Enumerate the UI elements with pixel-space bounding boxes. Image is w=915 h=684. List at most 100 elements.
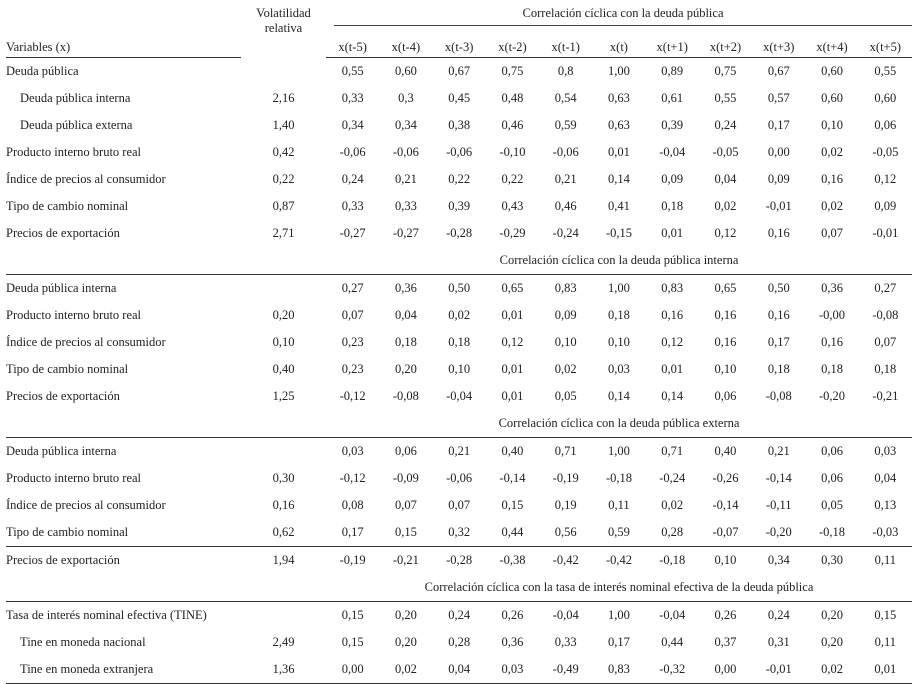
correlation-cell: 0,33 bbox=[554, 635, 577, 649]
row-label: Índice de precios al consumidor bbox=[6, 172, 166, 186]
correlation-cell: -0,06 bbox=[446, 471, 473, 485]
correlation-cell: 0,09 bbox=[874, 199, 897, 213]
correlation-cell: 0,02 bbox=[554, 362, 577, 376]
row-label: Precios de exportación bbox=[6, 389, 120, 403]
correlation-cell: 0,00 bbox=[326, 656, 380, 684]
table-row: Deuda pública externa 1,40 0,34 0,34 0,38 0,4… bbox=[6, 112, 912, 139]
row-label: Deuda pública bbox=[6, 64, 79, 78]
correlation-cell: 0,04 bbox=[432, 656, 486, 684]
row-label: Índice de precios al consumidor bbox=[6, 335, 166, 349]
correlation-cell: 0,12 bbox=[661, 335, 684, 349]
correlation-cell: 0,27 bbox=[326, 274, 380, 302]
correlation-cell: 0,55 bbox=[874, 64, 897, 78]
correlation-cell: 0,06 bbox=[714, 389, 737, 403]
group-header-title: Correlación cíclica con la deuda pública bbox=[334, 6, 913, 26]
correlation-cell: 0,15 bbox=[341, 635, 364, 649]
correlation-cell: 0,12 bbox=[501, 335, 524, 349]
lag-header: x(t+4) bbox=[805, 36, 859, 58]
table-row: Producto interno bruto real 0,42 -0,06 -0,0… bbox=[6, 139, 912, 166]
correlation-cell: 0,09 bbox=[554, 308, 577, 322]
correlation-cell: 0,63 bbox=[608, 91, 630, 105]
row-volatility: 0,42 bbox=[272, 145, 295, 159]
table-row: Índice de precios al consumidor 0,22 0,24 0… bbox=[6, 166, 912, 193]
correlation-cell: 0,01 bbox=[501, 362, 524, 376]
correlation-cell: 0,43 bbox=[501, 199, 524, 213]
correlation-cell: 0,21 bbox=[752, 437, 806, 465]
table-row: Precios de exportación 2,71 -0,27 -0,27 -0,2… bbox=[6, 220, 912, 247]
table-row: Producto interno bruto real 0,30 -0,12 -0,0… bbox=[6, 465, 912, 492]
row-volatility: 1,25 bbox=[272, 389, 295, 403]
correlation-cell: -0,01 bbox=[765, 199, 792, 213]
volatility-header-line2: relativa bbox=[264, 21, 303, 35]
correlation-cell: 0,61 bbox=[661, 91, 684, 105]
correlation-cell: 0,8 bbox=[557, 64, 574, 78]
correlation-cell: -0,14 bbox=[712, 498, 739, 512]
correlation-cell: 0,59 bbox=[608, 525, 630, 539]
correlation-cell: 0,75 bbox=[501, 64, 524, 78]
correlation-cell: 0,71 bbox=[539, 437, 593, 465]
correlation-cell: -0,04 bbox=[446, 389, 473, 403]
correlation-cell: -0,03 bbox=[872, 525, 899, 539]
correlation-cell: 0,30 bbox=[805, 546, 859, 574]
row-volatility: 2,71 bbox=[272, 226, 295, 240]
lag-header: x(t-5) bbox=[326, 36, 380, 58]
correlation-cell: 0,36 bbox=[379, 274, 433, 302]
row-volatility: 0,16 bbox=[272, 498, 295, 512]
row-label: Precios de exportación bbox=[6, 546, 241, 574]
correlation-cell: 0,36 bbox=[501, 635, 524, 649]
row-label: Deuda pública externa bbox=[20, 118, 133, 132]
correlation-cell: 0,60 bbox=[821, 64, 843, 78]
correlation-cell: 0,04 bbox=[394, 308, 417, 322]
correlation-cell: -0,08 bbox=[872, 308, 899, 322]
header-row-top: Volatilidad relativa Correlación cíclica… bbox=[6, 4, 913, 36]
correlation-cell: -0,29 bbox=[499, 226, 526, 240]
correlation-cell: 0,01 bbox=[858, 656, 913, 684]
correlation-cell: 1,00 bbox=[608, 64, 630, 78]
correlation-cell: 0,21 bbox=[394, 172, 417, 186]
correlation-cell: 0,32 bbox=[448, 525, 471, 539]
correlation-cell: -0,04 bbox=[659, 145, 686, 159]
correlation-cell: 0,50 bbox=[432, 274, 486, 302]
correlation-cell: 0,18 bbox=[448, 335, 471, 349]
lag-header: x(t) bbox=[592, 36, 646, 58]
correlation-cell: -0,49 bbox=[539, 656, 593, 684]
correlation-cell: 0,10 bbox=[448, 362, 471, 376]
table-body: Deuda pública 0,55 0,60 0,67 0,75 0,8 1,00 0,89… bbox=[6, 58, 913, 684]
correlation-cell: 0,12 bbox=[874, 172, 897, 186]
row-volatility bbox=[241, 274, 326, 302]
correlation-cell: 0,18 bbox=[874, 362, 897, 376]
correlation-cell: 0,56 bbox=[554, 525, 577, 539]
row-label: Producto interno bruto real bbox=[6, 308, 142, 322]
correlation-cell: 0,40 bbox=[485, 437, 540, 465]
row-volatility: 2,16 bbox=[272, 91, 295, 105]
correlation-cell: 0,14 bbox=[608, 172, 630, 186]
correlation-cell: 0,09 bbox=[661, 172, 684, 186]
correlation-cell: -0,42 bbox=[592, 546, 646, 574]
correlation-cell: 0,02 bbox=[821, 199, 843, 213]
correlation-cell: -0,28 bbox=[432, 546, 486, 574]
correlation-cell: -0,18 bbox=[605, 471, 632, 485]
section-title-blank bbox=[6, 247, 326, 275]
variables-header: Variables (x) bbox=[6, 36, 241, 58]
lag-header: x(t+3) bbox=[752, 36, 806, 58]
correlation-cell: 0,60 bbox=[394, 64, 417, 78]
correlation-cell: -0,04 bbox=[645, 601, 699, 629]
correlation-cell: 0,20 bbox=[821, 635, 843, 649]
correlation-cell: 0,20 bbox=[805, 601, 859, 629]
correlation-cell: -0,12 bbox=[339, 471, 366, 485]
lag-header: x(t-4) bbox=[379, 36, 433, 58]
table-row: Tine en moneda nacional 2,49 0,15 0,20 0,28 0… bbox=[6, 629, 912, 656]
row-label: Deuda pública interna bbox=[6, 274, 241, 302]
lag-header: x(t-3) bbox=[432, 36, 486, 58]
correlation-cell: 0,11 bbox=[608, 498, 630, 512]
table-row: Deuda pública interna 0,27 0,36 0,50 0,65 0,8… bbox=[6, 274, 913, 302]
correlation-cell: 0,40 bbox=[698, 437, 753, 465]
correlation-cell: 0,33 bbox=[341, 91, 364, 105]
table-row: Deuda pública interna 2,16 0,33 0,3 0,45 0,48… bbox=[6, 85, 912, 112]
correlation-cell: 0,01 bbox=[661, 362, 684, 376]
row-label: Tipo de cambio nominal bbox=[6, 362, 129, 376]
correlation-cell: 0,03 bbox=[326, 437, 380, 465]
correlation-cell: 0,07 bbox=[341, 308, 364, 322]
correlation-table: Volatilidad relativa Correlación cíclica… bbox=[6, 4, 913, 684]
